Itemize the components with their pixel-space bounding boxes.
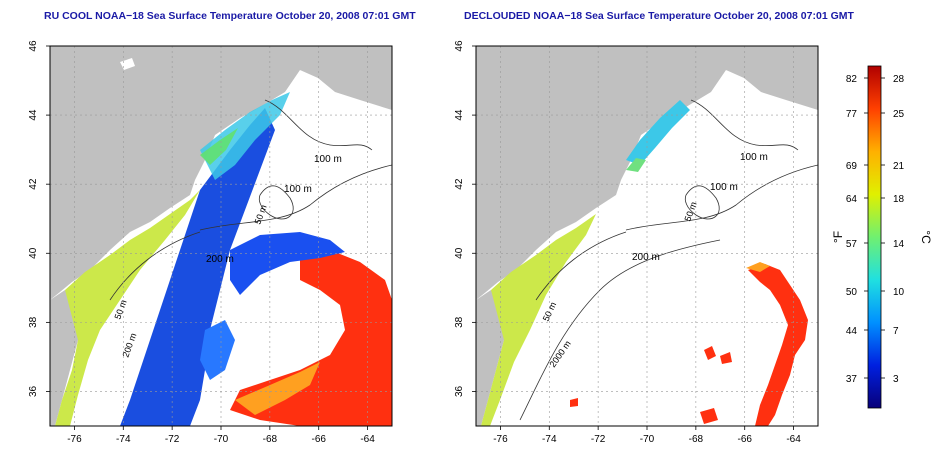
sst-warm-patch bbox=[704, 346, 716, 360]
contour-label: 200 m bbox=[206, 254, 234, 265]
lon-tick-label: -70 bbox=[214, 434, 229, 445]
lon-tick-label: -74 bbox=[116, 434, 131, 445]
colorbar-c-label: °C bbox=[919, 230, 933, 244]
sst-warm-orange bbox=[235, 362, 320, 415]
contour-label: 100 m bbox=[740, 152, 768, 163]
contour-shelf bbox=[109, 231, 201, 301]
contour-100m bbox=[264, 99, 373, 151]
colorbar-f-tick: 77 bbox=[846, 109, 858, 120]
lon-tick-label: -76 bbox=[67, 434, 82, 445]
lat-tick-label: 44 bbox=[454, 109, 465, 121]
contour-shelf bbox=[535, 231, 627, 301]
lat-tick-label: 46 bbox=[454, 40, 465, 52]
lon-tick-label: -68 bbox=[263, 434, 278, 445]
lat-tick-label: 46 bbox=[28, 40, 39, 52]
lon-tick-label: -72 bbox=[165, 434, 180, 445]
lon-tick-label: -74 bbox=[542, 434, 557, 445]
colorbar-c-tick: 21 bbox=[893, 161, 905, 172]
left-axis-ticks: -76 -74 -72 -70 -68 -66 -64 36 38 40 42 44 46 bbox=[28, 40, 375, 445]
contour-50m bbox=[258, 185, 294, 220]
lat-tick-label: 40 bbox=[28, 247, 39, 259]
contour-200m bbox=[625, 164, 818, 231]
colorbar-f-tick: 37 bbox=[846, 374, 858, 385]
land-nova-scotia bbox=[300, 58, 392, 108]
lon-tick-label: -72 bbox=[591, 434, 606, 445]
lon-tick-label: -66 bbox=[737, 434, 752, 445]
colorbar-c-tick: 3 bbox=[893, 374, 899, 385]
sst-warm-eddy bbox=[748, 264, 808, 426]
colorbar-f-tick: 50 bbox=[846, 287, 858, 298]
land-island bbox=[120, 58, 135, 70]
sst-shelf-green bbox=[200, 128, 238, 165]
sst-warm-patch bbox=[570, 398, 578, 407]
land-mid-atlantic bbox=[476, 290, 506, 426]
colorbar-c-tick: 28 bbox=[893, 74, 905, 85]
lon-tick-label: -64 bbox=[786, 434, 801, 445]
sst-gulf-maine-cyan bbox=[626, 100, 690, 165]
lat-tick-label: 38 bbox=[28, 316, 39, 328]
colorbar-f-tick: 57 bbox=[846, 239, 858, 250]
land-mid-atlantic bbox=[50, 290, 80, 426]
right-sst-map: 100 m 100 m 50 m 200 m 50 m 2000 m -76 -7… bbox=[454, 40, 819, 445]
contour-label: 200 m bbox=[632, 252, 660, 263]
contour-label: 100 m bbox=[710, 182, 738, 193]
left-map-title: RU COOL NOAA−18 Sea Surface Temperature … bbox=[44, 10, 416, 22]
colorbar-f-tick: 44 bbox=[846, 326, 858, 337]
colorbar-f-tick: 64 bbox=[846, 194, 858, 205]
temperature-colorbar: 82 77 69 64 57 50 44 37 28 25 21 18 14 10 7 3 °F °C bbox=[831, 65, 933, 409]
sst-shelf-cyan bbox=[200, 92, 290, 180]
lat-tick-label: 38 bbox=[454, 316, 465, 328]
sst-warm-eddy bbox=[230, 250, 392, 426]
sst-offshore-blue bbox=[230, 232, 345, 295]
colorbar-c-tick: 7 bbox=[893, 326, 899, 337]
land-canada bbox=[50, 46, 392, 300]
lon-tick-label: -66 bbox=[311, 434, 326, 445]
sst-shelf-warm bbox=[55, 190, 200, 426]
sst-warm-patch bbox=[700, 408, 718, 424]
lat-tick-label: 36 bbox=[454, 385, 465, 397]
contour-100m bbox=[690, 99, 799, 151]
sst-offshore-blue2 bbox=[200, 320, 235, 380]
lat-tick-label: 36 bbox=[28, 385, 39, 397]
sst-shelf-warm bbox=[481, 214, 596, 426]
colorbar-c-tick: 25 bbox=[893, 109, 905, 120]
contour-label: 100 m bbox=[284, 184, 312, 195]
right-axis-ticks: -76 -74 -72 -70 -68 -66 -64 36 38 40 42 44 46 bbox=[454, 40, 801, 445]
contour-50m bbox=[684, 185, 720, 220]
colorbar-f-tick: 69 bbox=[846, 161, 858, 172]
colorbar-c-tick: 10 bbox=[893, 287, 905, 298]
lat-tick-label: 42 bbox=[454, 178, 465, 190]
land-canada bbox=[476, 46, 818, 300]
lon-tick-label: -76 bbox=[493, 434, 508, 445]
sst-gulf-maine-green bbox=[626, 158, 646, 172]
sst-warm-patch bbox=[720, 352, 732, 364]
lat-tick-label: 42 bbox=[28, 178, 39, 190]
colorbar-c-tick: 18 bbox=[893, 194, 905, 205]
right-map-title: DECLOUDED NOAA−18 Sea Surface Temperatur… bbox=[464, 10, 854, 22]
colorbar-f-tick: 82 bbox=[846, 74, 858, 85]
contour-200m bbox=[199, 164, 392, 231]
colorbar-c-tick: 14 bbox=[893, 239, 905, 250]
sst-shelf-cool bbox=[120, 108, 275, 426]
lat-tick-label: 44 bbox=[28, 109, 39, 121]
land-nova-scotia bbox=[726, 58, 818, 108]
left-sst-map: 100 m 100 m 50 m 200 m 50 m 200 m -76 -74… bbox=[28, 40, 393, 445]
colorbar-f-label: °F bbox=[831, 231, 845, 243]
contour-label: 100 m bbox=[314, 154, 342, 165]
lon-tick-label: -70 bbox=[640, 434, 655, 445]
lat-tick-label: 40 bbox=[454, 247, 465, 259]
sst-warm-orange bbox=[746, 262, 770, 272]
lon-tick-label: -68 bbox=[689, 434, 704, 445]
lon-tick-label: -64 bbox=[360, 434, 375, 445]
contour-2000m bbox=[519, 239, 721, 421]
